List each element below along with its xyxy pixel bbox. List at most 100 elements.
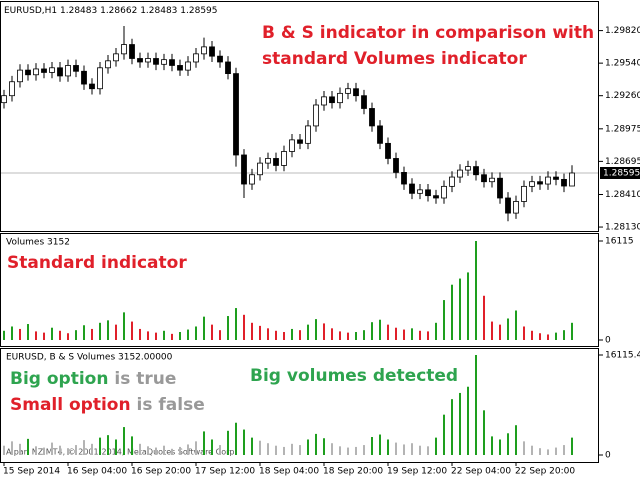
volume-bar (315, 319, 317, 340)
annotation: Big option is true (10, 369, 176, 389)
volume-bar (43, 447, 45, 455)
option-name: Big option (10, 369, 108, 389)
volume-bar (235, 422, 237, 455)
volume-bar (459, 392, 461, 455)
volume-bar (491, 321, 493, 340)
volume-bar (427, 331, 429, 340)
candle-body (65, 65, 71, 77)
volume-bar (99, 437, 101, 455)
candle-body (337, 92, 343, 104)
volume-bar (355, 446, 357, 455)
volume-bar (123, 312, 125, 340)
volume-bar (179, 446, 181, 455)
y-tick-label: 1.28410 (605, 190, 640, 200)
volume-bar (291, 328, 293, 340)
volume-bar (211, 439, 213, 455)
volume-bar (83, 325, 85, 340)
volume-bar (291, 443, 293, 455)
volume-bar (515, 425, 517, 455)
volume-bar (171, 448, 173, 455)
candle-body (209, 46, 215, 57)
candle-body (105, 60, 111, 69)
candle-body (97, 67, 103, 90)
candle-body (121, 44, 127, 55)
volume-bar (75, 330, 77, 340)
candle-body (225, 61, 231, 75)
volume-bar (539, 333, 541, 340)
volume-bar (483, 410, 485, 455)
pane-title: Volumes 3152 (6, 238, 70, 248)
volume-bar (459, 278, 461, 340)
volume-bar (163, 445, 165, 455)
candle-body (473, 166, 479, 176)
volume-bar (67, 448, 69, 455)
pane-title: EURUSD, B & S Volumes 3152.00000 (6, 353, 173, 363)
volume-bar (155, 332, 157, 340)
volume-bar (19, 443, 21, 455)
candle-body (113, 53, 119, 62)
volume-bar (35, 331, 37, 340)
volume-bar (419, 330, 421, 340)
volume-bar (387, 439, 389, 455)
volume-bar (3, 330, 5, 340)
candle-body (553, 176, 559, 180)
volume-bar (331, 328, 333, 340)
candle-body (361, 95, 367, 109)
candle-body (297, 139, 303, 144)
volume-bar (227, 316, 229, 340)
volume-bar (371, 322, 373, 340)
volume-bar (139, 443, 141, 455)
candle-body (177, 65, 183, 71)
candle-body (81, 70, 87, 85)
candle-body (1, 95, 7, 104)
volume-bar (11, 326, 13, 340)
candle-body (409, 183, 415, 194)
volume-bar (299, 330, 301, 340)
volume-bar (507, 433, 509, 455)
annotation: B & S indicator in comparison with (262, 23, 594, 43)
candle-body (73, 65, 79, 72)
candle-body (465, 166, 471, 171)
volume-bar (347, 447, 349, 455)
candle-body (41, 68, 47, 73)
volume-bar (147, 331, 149, 340)
candle-body (313, 104, 319, 127)
price-label-box (600, 166, 640, 179)
volume-bar (523, 441, 525, 455)
volume-bar (283, 332, 285, 340)
volume-bar (507, 318, 509, 340)
candle-body (321, 96, 327, 106)
y-tick-label: 1.28975 (605, 124, 640, 134)
volume-bar (395, 327, 397, 340)
volume-bar (435, 437, 437, 455)
annotation: Big volumes detected (250, 366, 458, 386)
candle-body (449, 176, 455, 187)
volume-bar (547, 334, 549, 340)
annotation: Small option is false (10, 395, 205, 415)
volume-bar (403, 329, 405, 340)
candle-body (433, 195, 439, 199)
candle-body (217, 55, 223, 63)
candle-body (33, 68, 39, 76)
y-tick-label: 1.28130 (605, 223, 640, 233)
y-tick-label: 16115 (605, 237, 634, 247)
volume-bar (83, 440, 85, 455)
volume-bar (35, 446, 37, 455)
volume-bar (371, 437, 373, 455)
volume-bar (3, 445, 5, 455)
candle-body (265, 158, 271, 164)
volume-bar (19, 328, 21, 340)
candle-body (569, 172, 575, 187)
candle-body (425, 189, 431, 197)
volume-bar (563, 445, 565, 455)
volume-bar (51, 327, 53, 340)
volume-bar (107, 435, 109, 455)
volume-bar (451, 399, 453, 455)
candle-body (289, 139, 295, 152)
main-pane (0, 1, 599, 232)
x-tick-label: 19 Sep 12:00 (387, 467, 447, 477)
candle-body (513, 201, 519, 214)
candle-body (417, 189, 423, 194)
volume-bar (59, 330, 61, 340)
volume-bar (235, 308, 237, 340)
